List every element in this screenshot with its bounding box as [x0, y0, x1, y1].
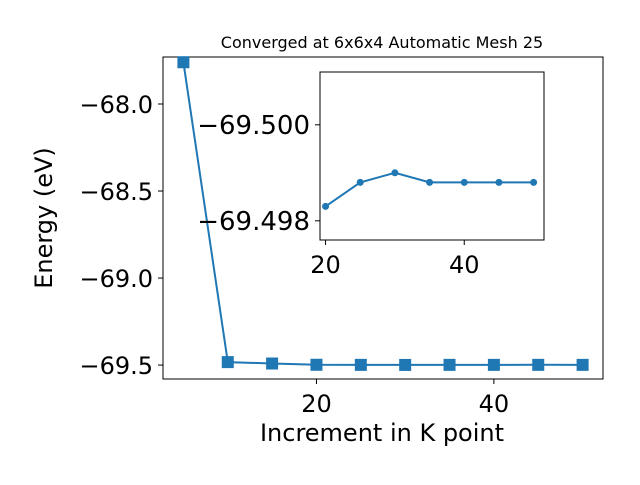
main-series [177, 56, 589, 371]
main-data-point [576, 358, 589, 371]
main-axis-ticks: 20 40 −68.0 −68.5 −69.0 −69.5 [79, 91, 509, 418]
main-data-point [221, 356, 234, 369]
main-data-point [399, 358, 412, 371]
inset-data-point [530, 178, 538, 186]
inset-y-tick-label: −69.500 [197, 111, 310, 141]
inset-axis-ticks: 20 40 −69.498 −69.500 [197, 111, 479, 279]
main-data-point [354, 358, 367, 371]
main-plot-frame [162, 56, 604, 380]
main-data-point [310, 358, 323, 371]
main-x-tick-label: 20 [301, 390, 332, 418]
main-data-point [443, 358, 456, 371]
inset-data-point [426, 178, 434, 186]
inset-data-point [322, 202, 330, 210]
inset-x-tick-label: 20 [310, 251, 341, 279]
main-data-point [487, 358, 500, 371]
inset-y-tick-label: −69.498 [197, 207, 310, 237]
chart-title: Converged at 6x6x4 Automatic Mesh 25 [221, 33, 543, 52]
main-data-point [532, 358, 545, 371]
main-y-tick-label: −68.0 [79, 91, 153, 119]
y-axis-label: Energy (eV) [30, 147, 58, 289]
x-axis-label: Increment in K point [260, 419, 504, 447]
main-y-tick-label: −69.0 [79, 265, 153, 293]
main-x-tick-label: 40 [479, 390, 510, 418]
inset-data-point [356, 178, 364, 186]
main-y-tick-label: −69.5 [79, 352, 153, 380]
main-data-point [266, 357, 279, 370]
inset-data-point [391, 169, 399, 177]
inset-data-point [495, 178, 503, 186]
main-y-tick-label: −68.5 [79, 178, 153, 206]
main-data-point [177, 56, 190, 69]
inset-series [322, 169, 538, 210]
main-series-line [182, 62, 583, 366]
inset-data-point [460, 178, 468, 186]
inset-x-tick-label: 40 [449, 251, 480, 279]
inset-plot-frame [319, 71, 545, 241]
